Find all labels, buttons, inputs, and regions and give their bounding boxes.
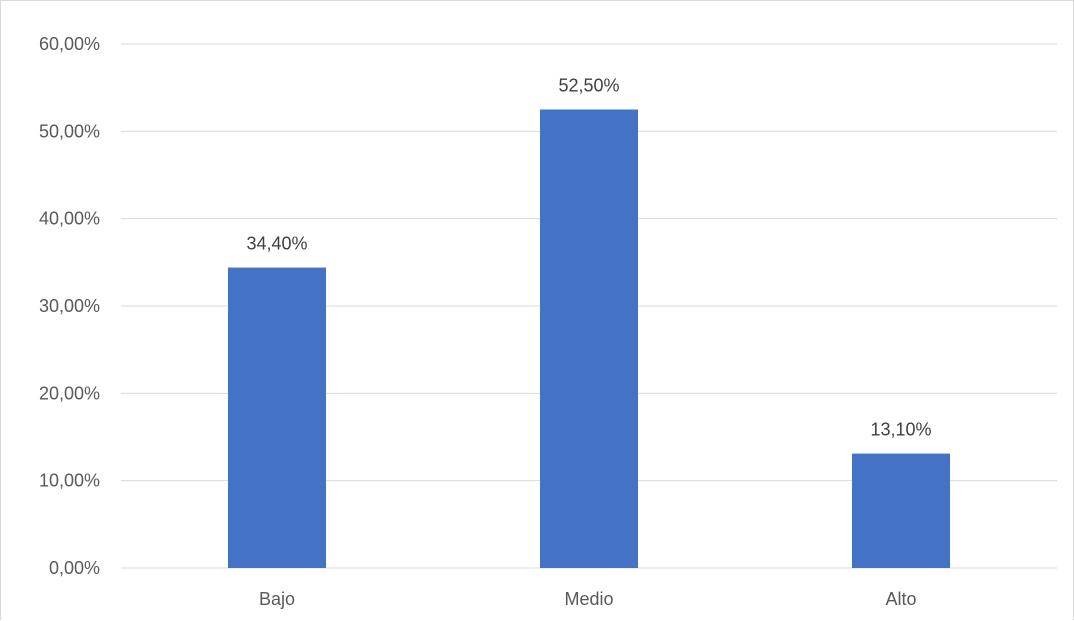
bar-medio	[540, 110, 638, 569]
y-tick-label: 20,00%	[39, 383, 100, 403]
y-axis-tick-labels: 0,00% 10,00% 20,00% 30,00% 40,00% 50,00% 60,00…	[39, 34, 100, 578]
x-tick-label: Alto	[885, 589, 916, 609]
data-label: 13,10%	[870, 420, 931, 440]
y-tick-label: 40,00%	[39, 209, 100, 229]
y-tick-label: 10,00%	[39, 471, 100, 491]
bar-alto	[852, 454, 950, 568]
x-axis-tick-labels: Bajo Medio Alto	[259, 589, 917, 609]
y-tick-label: 30,00%	[39, 296, 100, 316]
bar-bajo	[228, 268, 326, 568]
data-label: 34,40%	[246, 234, 307, 254]
x-tick-label: Medio	[564, 589, 613, 609]
bars	[228, 110, 950, 569]
x-tick-label: Bajo	[259, 589, 295, 609]
y-tick-label: 60,00%	[39, 34, 100, 54]
y-tick-label: 0,00%	[49, 558, 100, 578]
data-label: 52,50%	[558, 76, 619, 96]
y-tick-label: 50,00%	[39, 121, 100, 141]
